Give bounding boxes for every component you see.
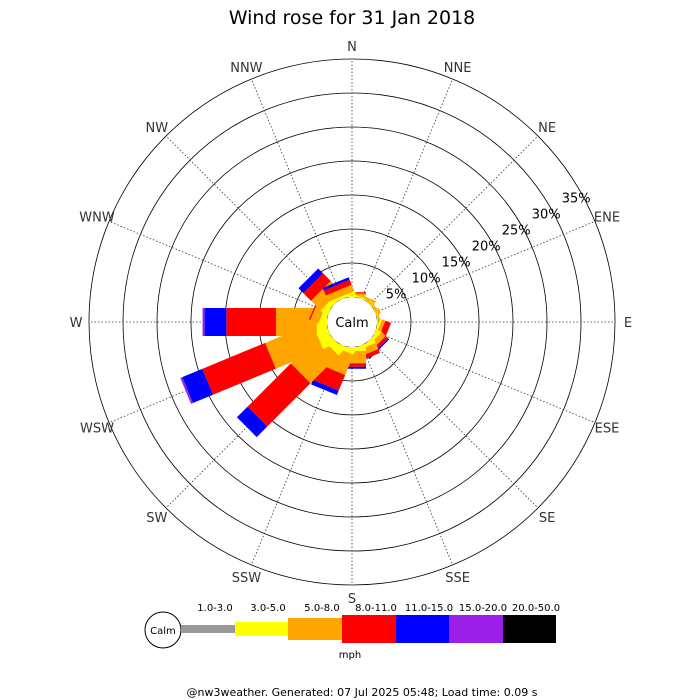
bar-w-11.0-15.0 — [204, 308, 227, 336]
ring-label-35%: 35% — [562, 192, 591, 207]
direction-label-w: W — [70, 316, 83, 331]
spoke-SE — [369, 339, 539, 509]
bar-nnw-8.0-11.0 — [323, 279, 352, 296]
ring-label-30%: 30% — [532, 207, 561, 222]
direction-label-n: N — [347, 40, 357, 55]
bar-nw-8.0-11.0 — [303, 273, 331, 301]
bar-nnw-5.0-8.0 — [325, 284, 355, 302]
bar-wsw-15.0-20.0 — [180, 377, 193, 404]
legend-swatch-5.0-8.0 — [288, 618, 342, 640]
direction-label-s: S — [348, 592, 356, 607]
bar-ne-5.0-8.0 — [360, 292, 382, 314]
direction-label-wsw: WSW — [80, 422, 114, 437]
direction-label-nnw: NNW — [230, 61, 262, 76]
direction-label-nw: NW — [146, 121, 169, 136]
legend-swatch-20.0-50.0 — [503, 615, 556, 643]
ring-label-20%: 20% — [472, 239, 501, 254]
legend-swatch-8.0-11.0 — [342, 615, 396, 643]
bar-sw-8.0-11.0 — [247, 363, 311, 427]
direction-label-e: E — [624, 316, 632, 331]
bar-nnw-11.0-15.0 — [322, 277, 350, 291]
bar-ene-5.0-8.0 — [370, 298, 383, 326]
spoke-NNW — [250, 78, 343, 300]
footer-text: @nw3weather. Generated: 07 Jul 2025 05:4… — [187, 686, 538, 699]
ring-labels: 5% 10%15%20%25%30%35% — [386, 192, 591, 303]
spoke-ENE — [374, 220, 596, 313]
direction-label-ne: NE — [538, 121, 556, 136]
spoke-SSE — [361, 344, 454, 566]
bar-w-8.0-11.0 — [226, 308, 276, 336]
legend-calm-label: Calm — [150, 626, 176, 637]
spoke-ESE — [374, 331, 596, 424]
bar-n-3.0-5.0 — [338, 295, 366, 297]
legend-label-8.0-11.0: 8.0-11.0 — [355, 603, 397, 614]
direction-label-ese: ESE — [595, 422, 620, 437]
legend-swatch-3.0-5.0 — [235, 622, 288, 636]
bar-w-5.0-8.0 — [276, 308, 317, 336]
bar-s-3.0-5.0 — [338, 347, 366, 352]
bar-ssw-11.0-15.0 — [311, 379, 339, 396]
ring-20% — [190, 160, 514, 484]
bar-s-8.0-11.0 — [338, 363, 366, 367]
spoke-NE — [369, 135, 539, 305]
legend-swatch-11.0-15.0 — [396, 615, 449, 643]
bar-nnw-3.0-5.0 — [328, 291, 356, 305]
bar-wsw-11.0-15.0 — [182, 368, 214, 404]
bar-sw-11.0-15.0 — [236, 406, 268, 438]
direction-label-ene: ENE — [594, 210, 620, 225]
direction-label-se: SE — [539, 511, 555, 526]
legend-unit-label: mph — [339, 650, 361, 661]
legend-label-3.0-5.0: 3.0-5.0 — [250, 603, 285, 614]
legend-label-15.0-20.0: 15.0-20.0 — [459, 603, 507, 614]
legend: Calm 1.0-3.0 3.0-5.0 5.0-8.0 8.0-11.0 11.0-1… — [144, 603, 560, 661]
calm-label: Calm — [335, 316, 368, 331]
direction-label-sw: SW — [146, 511, 167, 526]
legend-label-20.0-50.0: 20.0-50.0 — [512, 603, 560, 614]
chart-title: Wind rose for 31 Jan 2018 — [229, 7, 476, 29]
legend-label-11.0-15.0: 11.0-15.0 — [405, 603, 453, 614]
spoke-WNW — [108, 220, 330, 313]
ring-label-5%: 5% — [386, 287, 407, 302]
bar-wsw-8.0-11.0 — [202, 342, 276, 395]
bar-nw-11.0-15.0 — [298, 268, 324, 294]
ring-25% — [156, 126, 548, 518]
direction-labels: N NNE NE ENE E ESE SE SSE S SSW SW WSW W WNW NW NNW — [70, 40, 633, 607]
legend-swatch-15.0-20.0 — [449, 615, 503, 643]
ring-35% — [88, 58, 616, 586]
legend-swatch-1.0-3.0 — [181, 625, 235, 633]
calm-circle: Calm — [327, 297, 377, 347]
direction-label-wnw: WNW — [79, 210, 115, 225]
wind-bars — [180, 268, 392, 438]
ring-label-10%: 10% — [412, 271, 441, 286]
spoke-NNE — [361, 78, 454, 300]
bar-w-15.0-20.0 — [202, 308, 205, 336]
direction-label-nne: NNE — [444, 61, 472, 76]
direction-label-sse: SSE — [445, 571, 470, 586]
calm-circle-shape — [327, 297, 377, 347]
ring-label-25%: 25% — [502, 223, 531, 238]
legend-label-1.0-3.0: 1.0-3.0 — [197, 603, 232, 614]
direction-label-ssw: SSW — [232, 571, 262, 586]
ring-label-15%: 15% — [442, 255, 471, 270]
bar-s-11.0-15.0 — [338, 366, 366, 369]
legend-label-5.0-8.0: 5.0-8.0 — [304, 603, 339, 614]
spoke-NW — [165, 135, 335, 305]
